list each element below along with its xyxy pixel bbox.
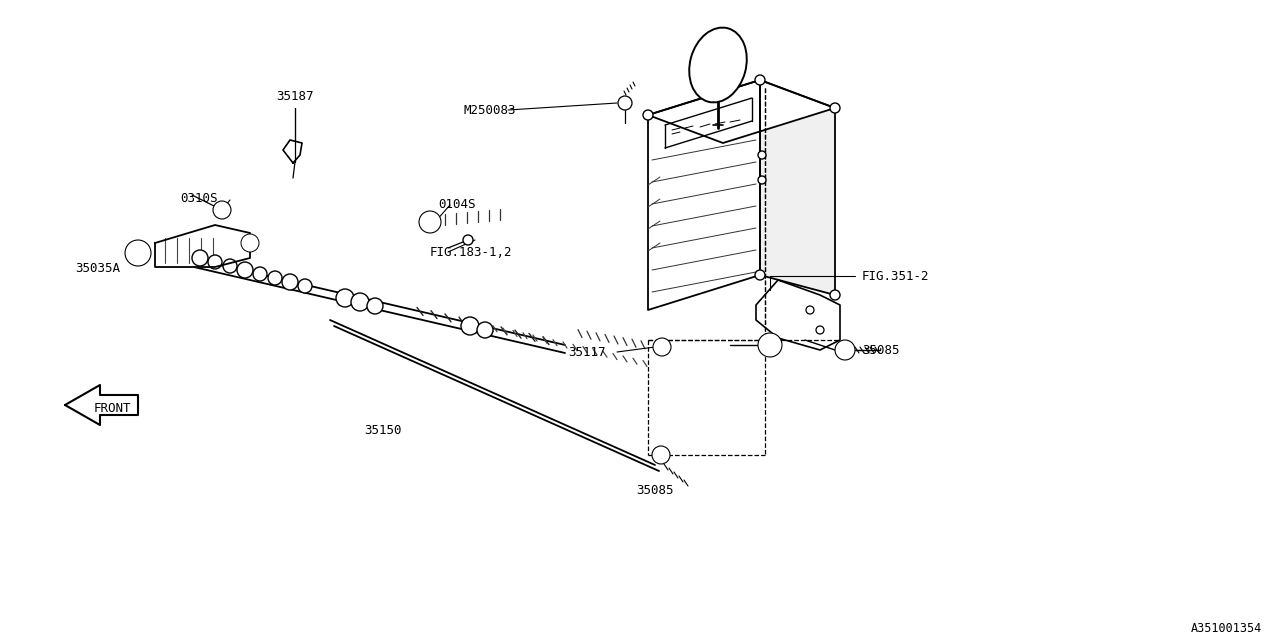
Circle shape: [758, 151, 765, 159]
Circle shape: [653, 338, 671, 356]
Text: 35085: 35085: [636, 483, 673, 497]
Circle shape: [237, 262, 253, 278]
Circle shape: [755, 75, 765, 85]
Text: FIG.183-1,2: FIG.183-1,2: [430, 246, 512, 259]
Circle shape: [758, 333, 782, 357]
Polygon shape: [760, 80, 835, 295]
Circle shape: [241, 234, 259, 252]
Circle shape: [657, 450, 666, 460]
Circle shape: [621, 99, 628, 107]
Circle shape: [463, 235, 474, 245]
Circle shape: [207, 255, 221, 269]
Circle shape: [829, 290, 840, 300]
Text: 35085: 35085: [861, 344, 900, 356]
Circle shape: [652, 446, 669, 464]
Polygon shape: [648, 80, 835, 143]
Text: 0104S: 0104S: [438, 198, 475, 211]
Circle shape: [763, 338, 777, 352]
Circle shape: [192, 250, 207, 266]
Circle shape: [755, 270, 765, 280]
Circle shape: [419, 211, 442, 233]
Circle shape: [282, 274, 298, 290]
Circle shape: [477, 322, 493, 338]
Text: 35035A: 35035A: [76, 262, 120, 275]
Circle shape: [125, 240, 151, 266]
Circle shape: [268, 271, 282, 285]
Polygon shape: [65, 385, 138, 425]
Text: M250083: M250083: [463, 104, 516, 116]
Circle shape: [806, 306, 814, 314]
Circle shape: [253, 267, 268, 281]
Circle shape: [351, 293, 369, 311]
Text: FRONT: FRONT: [93, 401, 131, 415]
Text: 35187: 35187: [276, 90, 314, 102]
Polygon shape: [283, 140, 302, 163]
Circle shape: [618, 96, 632, 110]
Circle shape: [835, 340, 855, 360]
Circle shape: [461, 317, 479, 335]
Circle shape: [131, 245, 146, 261]
Text: FIG.351-2: FIG.351-2: [861, 269, 929, 282]
Circle shape: [298, 279, 312, 293]
Ellipse shape: [689, 28, 746, 102]
Circle shape: [424, 216, 436, 228]
Text: 35117: 35117: [568, 346, 605, 358]
Circle shape: [218, 205, 227, 215]
Circle shape: [829, 103, 840, 113]
Circle shape: [335, 289, 355, 307]
Text: 35150: 35150: [365, 424, 402, 436]
Polygon shape: [648, 80, 760, 310]
Circle shape: [643, 110, 653, 120]
Circle shape: [244, 238, 255, 248]
Circle shape: [838, 344, 851, 356]
Circle shape: [212, 201, 230, 219]
Polygon shape: [155, 225, 250, 267]
Text: 0310S: 0310S: [180, 191, 218, 205]
Circle shape: [657, 342, 667, 352]
Circle shape: [223, 259, 237, 273]
Text: A351001354: A351001354: [1190, 621, 1262, 634]
Circle shape: [758, 176, 765, 184]
Circle shape: [367, 298, 383, 314]
Polygon shape: [756, 280, 840, 350]
Circle shape: [817, 326, 824, 334]
